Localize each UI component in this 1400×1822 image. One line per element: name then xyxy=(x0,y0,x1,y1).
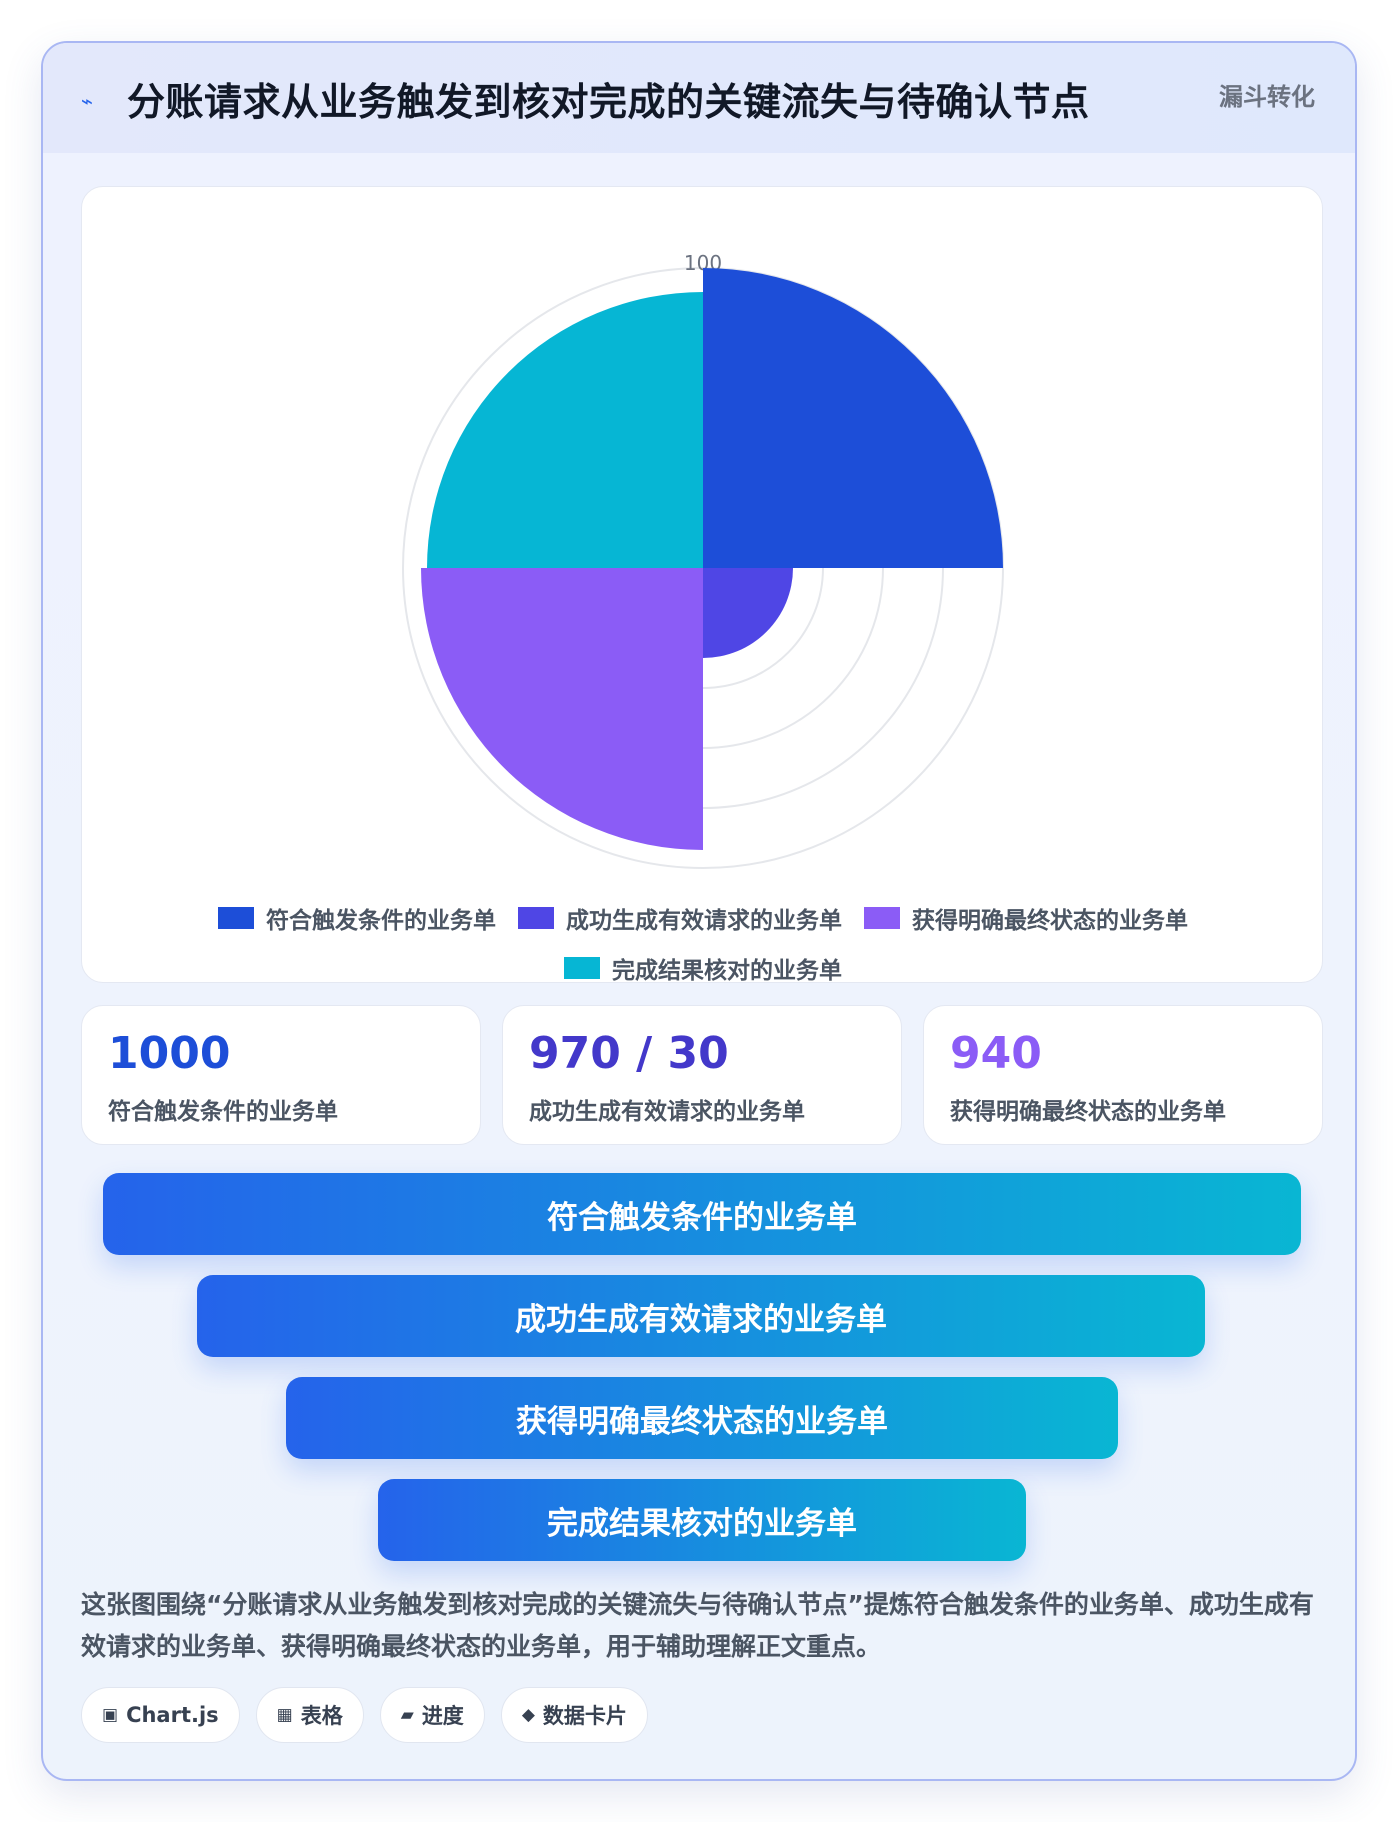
legend-item[interactable]: 获得明确最终状态的业务单 xyxy=(864,901,1188,935)
chip-chartjs[interactable]: ▣ Chart.js xyxy=(81,1687,240,1743)
legend-item[interactable]: 完成结果核对的业务单 xyxy=(564,951,842,985)
tag-chips: ▣ Chart.js ▦ 表格 ▰ 进度 ◆ 数据卡片 xyxy=(81,1687,648,1745)
legend-swatch xyxy=(864,907,900,929)
stat-value: 1000 xyxy=(108,1028,231,1079)
funnel-stage-bar: 完成结果核对的业务单 xyxy=(378,1479,1026,1561)
chip-progress[interactable]: ▰ 进度 xyxy=(379,1687,485,1743)
polar-segment[interactable] xyxy=(703,268,1003,568)
chart-type-tag: 漏斗转化 xyxy=(1219,83,1315,111)
legend-label: 成功生成有效请求的业务单 xyxy=(566,908,842,934)
legend-swatch xyxy=(218,907,254,929)
funnel-stage-bar: 成功生成有效请求的业务单 xyxy=(197,1275,1205,1357)
polar-segment[interactable] xyxy=(703,568,793,658)
legend-label: 符合触发条件的业务单 xyxy=(266,908,496,934)
chart-panel: 100 符合触发条件的业务单 成功生成有效请求的业务单 获得明确最终状态的业务单完成… xyxy=(81,186,1323,985)
funnel-stage-bar: 符合触发条件的业务单 xyxy=(103,1173,1301,1255)
legend-swatch xyxy=(518,907,554,929)
chart-icon: ▣ xyxy=(102,1705,119,1725)
chip-label: 数据卡片 xyxy=(542,1704,627,1728)
legend-label: 获得明确最终状态的业务单 xyxy=(912,908,1188,934)
stat-value: 970 / 30 xyxy=(529,1028,729,1079)
chart-legend: 符合触发条件的业务单 成功生成有效请求的业务单 获得明确最终状态的业务单完成结果核对… xyxy=(142,901,1264,985)
legend-swatch xyxy=(564,957,600,979)
stat-label: 符合触发条件的业务单 xyxy=(108,1099,338,1125)
chip-table[interactable]: ▦ 表格 xyxy=(255,1687,364,1743)
funnel-stage-bar: 获得明确最终状态的业务单 xyxy=(286,1377,1118,1459)
polar-area-chart: 100 xyxy=(402,251,1004,869)
chip-label: Chart.js xyxy=(126,1703,219,1727)
table-icon: ▦ xyxy=(276,1705,293,1725)
stat-card: 940 获得明确最终状态的业务单 xyxy=(923,1005,1323,1145)
stat-value: 940 xyxy=(950,1028,1042,1079)
stat-label: 成功生成有效请求的业务单 xyxy=(529,1099,805,1125)
legend-label: 完成结果核对的业务单 xyxy=(612,958,842,984)
chip-label: 表格 xyxy=(300,1704,343,1728)
chart-card: ⌁ 分账请求从业务触发到核对完成的关键流失与待确认节点 漏斗转化 100 符合触… xyxy=(41,41,1357,1781)
polar-segment[interactable] xyxy=(421,568,703,850)
progress-icon: ▰ xyxy=(400,1705,414,1725)
diamond-icon: ◆ xyxy=(521,1705,535,1725)
legend-item[interactable]: 符合触发条件的业务单 xyxy=(218,901,496,935)
card-header: ⌁ 分账请求从业务触发到核对完成的关键流失与待确认节点 漏斗转化 xyxy=(43,43,1355,153)
legend-item[interactable]: 成功生成有效请求的业务单 xyxy=(518,901,842,935)
page-title: 分账请求从业务触发到核对完成的关键流失与待确认节点 xyxy=(127,80,1090,124)
chart-description: 这张图围绕“分账请求从业务触发到核对完成的关键流失与待确认节点”提炼符合触发条件… xyxy=(81,1590,1314,1661)
chip-data-card[interactable]: ◆ 数据卡片 xyxy=(500,1687,648,1743)
stat-card: 970 / 30 成功生成有效请求的业务单 xyxy=(502,1005,902,1145)
stat-cards: 1000 符合触发条件的业务单 970 / 30 成功生成有效请求的业务单 94… xyxy=(81,1005,1323,1145)
stat-card: 1000 符合触发条件的业务单 xyxy=(81,1005,481,1145)
stat-label: 获得明确最终状态的业务单 xyxy=(950,1099,1226,1125)
chip-label: 进度 xyxy=(421,1704,464,1728)
polar-segment[interactable] xyxy=(427,292,703,568)
lightning-icon: ⌁ xyxy=(81,89,94,113)
